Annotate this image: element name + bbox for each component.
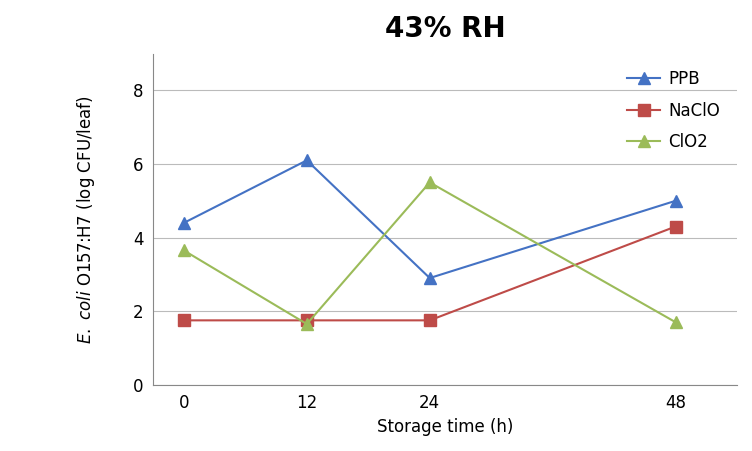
- NaClO: [302, 318, 311, 323]
- ClO2: [425, 179, 434, 185]
- Legend: PPB, NaClO, ClO2: PPB, NaClO, ClO2: [619, 62, 729, 159]
- ClO2: [671, 319, 680, 325]
- NaClO: [180, 318, 189, 323]
- PPB: [671, 198, 680, 203]
- Line: PPB: PPB: [177, 154, 682, 284]
- NaClO: [671, 224, 680, 229]
- ClO2: [302, 321, 311, 327]
- Line: NaClO: NaClO: [177, 220, 682, 327]
- PPB: [302, 158, 311, 163]
- Text: $\it{E.\ coli}$ O157:H7 (log CFU/leaf): $\it{E.\ coli}$ O157:H7 (log CFU/leaf): [75, 95, 97, 344]
- NaClO: [425, 318, 434, 323]
- PPB: [180, 220, 189, 226]
- Title: 43% RH: 43% RH: [385, 15, 505, 43]
- ClO2: [180, 248, 189, 253]
- PPB: [425, 276, 434, 281]
- Line: ClO2: ClO2: [177, 176, 682, 330]
- X-axis label: Storage time (h): Storage time (h): [377, 418, 514, 436]
